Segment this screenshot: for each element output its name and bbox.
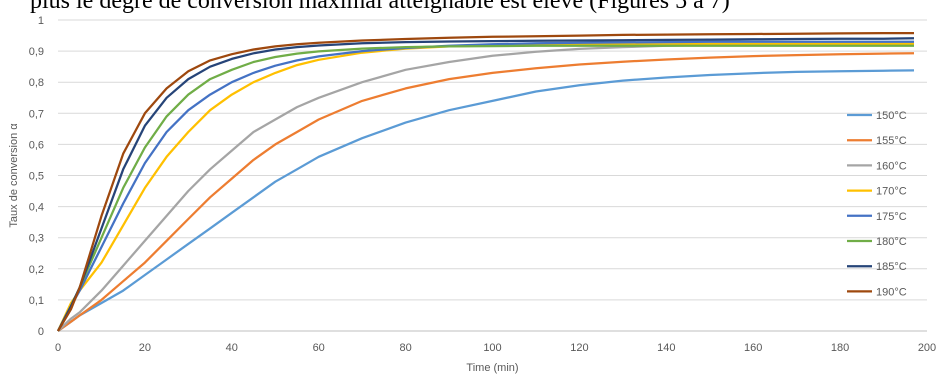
y-tick-label: 0,1 [29, 295, 44, 307]
y-tick-labels: 0 0,1 0,2 0,3 0,4 0,5 0,6 0,7 0,8 0,9 1 [29, 15, 44, 338]
series-line [57, 69, 915, 332]
y-tick-label: 0,9 [29, 46, 44, 58]
legend-label: 170°C [876, 186, 907, 198]
legend: 150°C 155°C 160°C 170°C 175°C 180°C 185°C 190°C [847, 110, 907, 298]
x-tick-label: 40 [226, 342, 238, 354]
legend-label: 150°C [876, 110, 907, 122]
y-tick-label: 0,8 [29, 77, 44, 89]
series-line [57, 52, 915, 332]
series-lines [56, 31, 915, 332]
series-line [57, 37, 915, 332]
x-tick-label: 60 [313, 342, 325, 354]
x-tick-label: 200 [918, 342, 936, 354]
x-tick-label: 140 [657, 342, 675, 354]
legend-item: 185°C [847, 261, 907, 273]
x-tick-label: 20 [139, 342, 151, 354]
legend-label: 190°C [876, 286, 907, 298]
legend-label: 180°C [876, 236, 907, 248]
legend-item: 150°C [847, 110, 907, 122]
series-line [57, 40, 914, 332]
y-tick-label: 1 [38, 15, 44, 27]
y-tick-label: 0,6 [29, 139, 44, 151]
y-axis-title: Taux de conversion α [8, 123, 20, 228]
x-tick-label: 0 [55, 342, 61, 354]
y-tick-label: 0,2 [29, 264, 44, 276]
legend-item: 170°C [847, 186, 907, 198]
legend-item: 175°C [847, 211, 907, 223]
legend-item: 190°C [847, 286, 907, 298]
x-tick-label: 80 [399, 342, 411, 354]
x-tick-label: 180 [831, 342, 849, 354]
legend-item: 180°C [847, 236, 907, 248]
x-tick-labels: 0 20 40 60 80 100 120 140 160 180 200 [55, 342, 936, 354]
legend-label: 155°C [876, 135, 907, 147]
legend-item: 155°C [847, 135, 907, 147]
series-line [57, 31, 914, 332]
legend-item: 160°C [847, 160, 907, 172]
legend-label: 175°C [876, 211, 907, 223]
y-tick-label: 0,4 [29, 202, 44, 214]
y-tick-label: 0,5 [29, 171, 44, 183]
gridlines [58, 19, 927, 332]
x-tick-label: 120 [570, 342, 588, 354]
legend-label: 185°C [876, 261, 907, 273]
x-tick-label: 160 [744, 342, 762, 354]
series-line [57, 42, 914, 332]
y-tick-label: 0 [38, 326, 44, 338]
y-tick-label: 0,7 [29, 108, 44, 120]
caption-text: plus le degré de conversion maximal atte… [30, 0, 730, 14]
x-tick-label: 100 [483, 342, 501, 354]
series-line [57, 44, 914, 332]
legend-label: 160°C [876, 160, 907, 172]
y-tick-label: 0,3 [29, 233, 44, 245]
x-axis-title: Time (min) [466, 362, 518, 374]
series-line [56, 42, 914, 332]
